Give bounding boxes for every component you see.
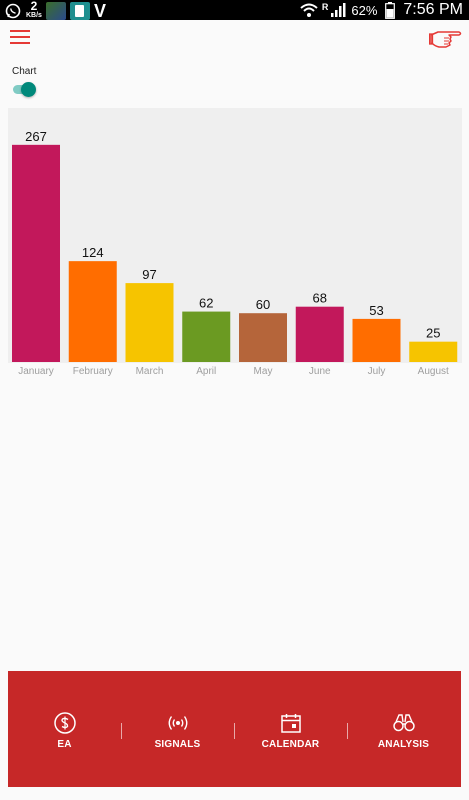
- chart-svg: 267 January 124 February 97 March 62 April 60 May…: [12, 129, 458, 377]
- nav-item-calendar[interactable]: CALENDAR: [234, 671, 347, 787]
- x-tick-label: May: [254, 366, 273, 377]
- nav-label-analysis: ANALYSIS: [377, 739, 430, 750]
- nav-item-analysis[interactable]: ANALYSIS: [347, 671, 460, 787]
- nav-label-ea: EA: [57, 739, 72, 750]
- nav-label-signals: SIGNALS: [154, 739, 201, 750]
- battery-percent: 62%: [351, 2, 378, 18]
- dollar-coin-icon: [53, 711, 77, 735]
- bar-february[interactable]: [68, 261, 117, 362]
- app-bar: [0, 20, 469, 56]
- status-bar: 2 KB/s V R 62% 7:56 PM: [0, 0, 469, 20]
- chart-toggle[interactable]: [13, 82, 37, 97]
- bar-value-label: 53: [369, 303, 383, 318]
- hamburger-menu-icon[interactable]: [10, 30, 30, 46]
- x-tick-label: June: [309, 366, 331, 377]
- x-tick-label: July: [368, 366, 386, 377]
- broadcast-icon: [166, 711, 190, 735]
- whatsapp-icon: [4, 2, 22, 20]
- bar-value-label: 267: [25, 129, 47, 144]
- binoculars-icon: [392, 711, 416, 735]
- app-thumbnail-icon: [45, 1, 66, 20]
- x-tick-label: March: [136, 366, 164, 377]
- bottom-nav: EA SIGNALS CALENDAR ANALYSIS: [8, 671, 461, 787]
- nav-divider: [234, 723, 235, 739]
- bar-august[interactable]: [409, 341, 458, 362]
- battery-icon: [381, 1, 399, 19]
- bar-april[interactable]: [182, 311, 231, 362]
- nav-item-ea[interactable]: EA: [8, 671, 121, 787]
- nav-divider: [121, 723, 122, 739]
- nav-item-signals[interactable]: SIGNALS: [121, 671, 234, 787]
- net-speed-value: 2: [30, 0, 38, 13]
- x-tick-label: April: [196, 366, 216, 377]
- bar-value-label: 60: [256, 297, 270, 312]
- bar-july[interactable]: [352, 318, 401, 362]
- nav-label-calendar: CALENDAR: [261, 739, 320, 750]
- chart-toggle-label: Chart: [12, 66, 37, 77]
- calendar-icon: [279, 711, 303, 735]
- bar-march[interactable]: [125, 283, 174, 362]
- bar-value-label: 97: [142, 267, 156, 282]
- bar-value-label: 68: [313, 291, 327, 306]
- pointing-hand-icon[interactable]: [428, 26, 463, 50]
- net-speed-unit: KB/s: [26, 12, 42, 19]
- wifi-icon: [300, 1, 318, 19]
- v-app-icon: V: [93, 0, 106, 21]
- signal-icon: [329, 1, 347, 19]
- net-speed: 2 KB/s: [26, 0, 42, 20]
- clock: 7:56 PM: [403, 1, 463, 18]
- bar-june[interactable]: [295, 306, 344, 362]
- bar-value-label: 62: [199, 296, 213, 311]
- x-tick-label: August: [418, 366, 449, 377]
- bar-january[interactable]: [12, 144, 60, 362]
- bar-chart: 267 January 124 February 97 March 62 April 60 May…: [8, 108, 462, 378]
- toggle-knob: [21, 82, 36, 97]
- bar-value-label: 25: [426, 326, 440, 341]
- bar-value-label: 124: [82, 245, 104, 260]
- x-tick-label: February: [73, 366, 113, 377]
- bar-may[interactable]: [239, 313, 287, 362]
- document-app-icon: [69, 1, 90, 20]
- roaming-marker: R: [321, 2, 329, 12]
- x-tick-label: January: [18, 366, 54, 377]
- nav-divider: [347, 723, 348, 739]
